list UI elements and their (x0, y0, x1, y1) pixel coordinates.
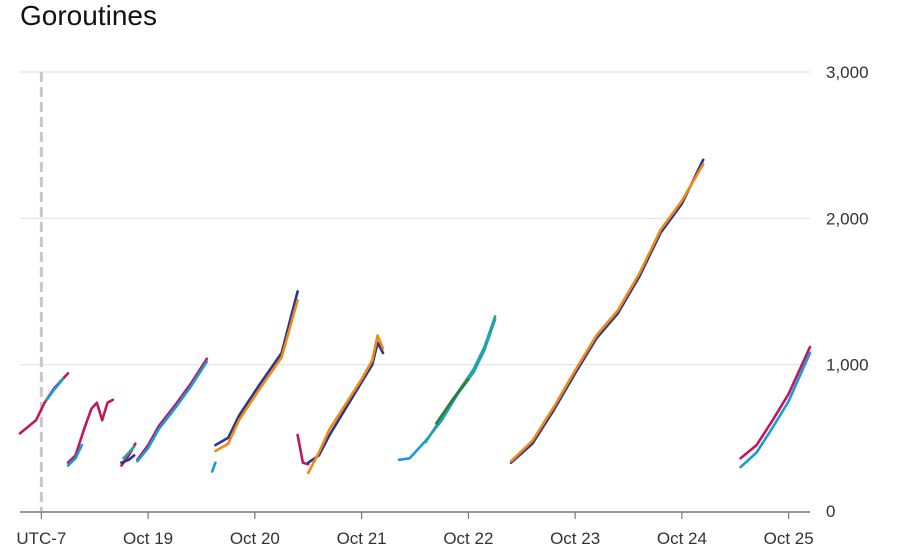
x-tick-label: Oct 23 (550, 529, 600, 548)
x-tick-label: Oct 22 (443, 529, 493, 548)
series-line-2 (45, 378, 64, 402)
chart-title: Goroutines (20, 0, 157, 31)
series-line-11 (214, 290, 299, 447)
series-lines (18, 158, 812, 475)
series-line-18 (435, 378, 470, 425)
series-line-8 (136, 357, 209, 462)
series-line-22 (739, 351, 812, 469)
series-line-20 (509, 162, 705, 463)
series-line-7 (122, 445, 136, 460)
series-line-14 (306, 341, 385, 464)
grid-lines (20, 71, 810, 511)
x-tick-label: Oct 21 (337, 529, 387, 548)
y-tick-labels: 0 1,000 2,000 3,000 (826, 63, 869, 521)
x-tick-label: Oct 19 (123, 529, 173, 548)
y-tick-label: 1,000 (826, 356, 869, 375)
series-line-6 (120, 454, 136, 464)
y-tick-label: 3,000 (826, 63, 869, 82)
series-line-13 (296, 433, 310, 466)
y-tick-label: 2,000 (826, 209, 869, 228)
x-tick-label: Oct 24 (657, 529, 707, 548)
x-tick-labels: UTC-7 Oct 19 Oct 20 Oct 21 Oct 22 Oct 23 Oct 2… (16, 529, 813, 548)
series-line-3 (66, 398, 115, 464)
series-line-21 (739, 345, 812, 460)
series-line-15 (306, 334, 385, 475)
series-line-10 (210, 461, 217, 473)
x-tick-label: Oct 20 (230, 529, 280, 548)
axes (20, 511, 810, 519)
series-line-9 (136, 360, 209, 463)
timezone-label: UTC-7 (16, 529, 66, 548)
series-line-12 (214, 299, 299, 453)
x-tick-label: Oct 25 (764, 529, 814, 548)
series-line-19 (509, 158, 705, 464)
y-tick-label: 0 (826, 502, 835, 521)
series-line-16 (397, 318, 497, 462)
series-line-4 (66, 443, 84, 467)
